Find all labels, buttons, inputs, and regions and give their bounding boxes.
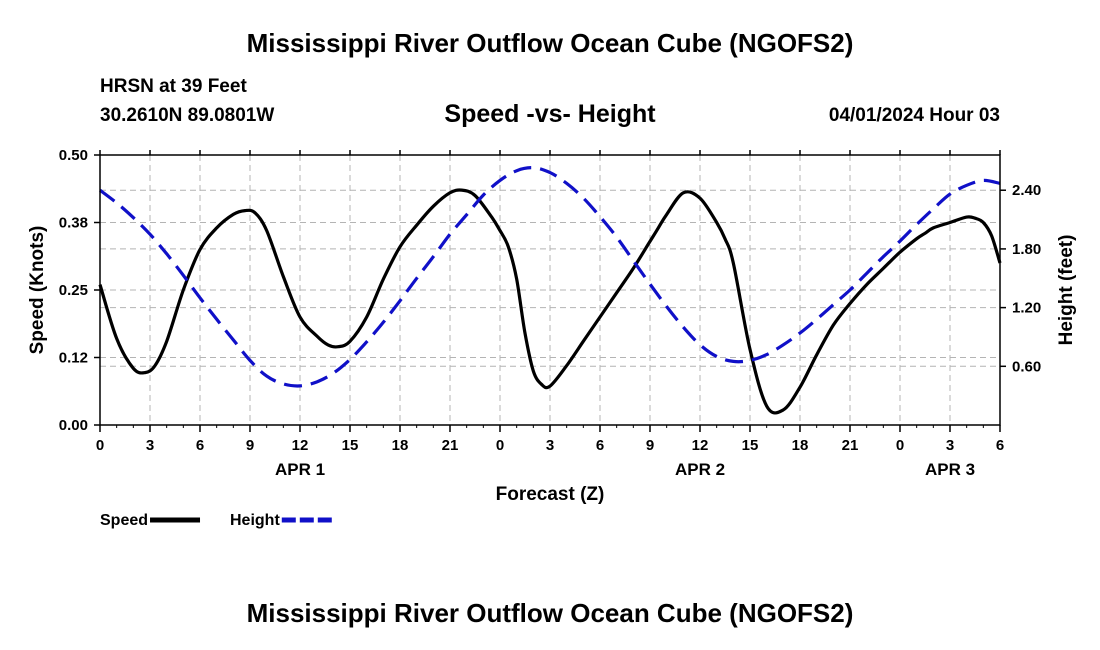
x-tick-label: 12 bbox=[692, 437, 709, 454]
legend-label-height: Height bbox=[230, 512, 280, 529]
station-coordinates: 30.2610N 89.0801W bbox=[100, 105, 275, 126]
series-line-height bbox=[99, 166, 1001, 388]
x-tick-label: 21 bbox=[442, 437, 459, 454]
repeated-title: Mississippi River Outflow Ocean Cube (NG… bbox=[246, 598, 854, 628]
date-label: APR 1 bbox=[275, 460, 325, 479]
x-tick-label: 0 bbox=[896, 437, 904, 454]
x-tick-label: 15 bbox=[742, 437, 759, 454]
series-layer bbox=[98, 166, 1002, 415]
date-label: APR 2 bbox=[675, 460, 725, 479]
x-tick-label: 15 bbox=[342, 437, 359, 454]
station-label: HRSN at 39 Feet bbox=[100, 76, 247, 97]
x-tick-label: 18 bbox=[392, 437, 409, 454]
x-tick-label: 6 bbox=[996, 437, 1004, 454]
date-label: APR 3 bbox=[925, 460, 975, 479]
grid bbox=[100, 155, 1000, 425]
y-tick-label: 0.38 bbox=[59, 215, 88, 232]
y2-tick-label: 1.80 bbox=[1012, 241, 1041, 258]
y2-tick-label: 2.40 bbox=[1012, 182, 1041, 199]
series-line-speed bbox=[98, 188, 1002, 415]
legend: Speed Height bbox=[100, 512, 332, 529]
y2-tick-label: 1.20 bbox=[1012, 300, 1041, 317]
x-tick-label: 9 bbox=[246, 437, 254, 454]
x-tick-label: 9 bbox=[646, 437, 654, 454]
x-tick-label: 21 bbox=[842, 437, 859, 454]
y2-axis-label: Height (feet) bbox=[1056, 235, 1077, 346]
x-tick-label: 18 bbox=[792, 437, 809, 454]
x-tick-label: 0 bbox=[96, 437, 104, 454]
axes: 0 3 6 9 12 15 18 21 0 3 6 9 12 15 18 21 0 3 6 APR 1 APR 2 APR… bbox=[59, 147, 1041, 479]
y-tick-label: 0.25 bbox=[59, 282, 88, 299]
x-tick-label: 6 bbox=[596, 437, 604, 454]
x-tick-label: 6 bbox=[196, 437, 204, 454]
x-tick-label: 0 bbox=[496, 437, 504, 454]
x-tick-label: 3 bbox=[146, 437, 154, 454]
y-tick-label: 0.00 bbox=[59, 417, 88, 434]
y-axis-label: Speed (Knots) bbox=[27, 226, 48, 355]
x-axis-label: Forecast (Z) bbox=[496, 484, 605, 505]
legend-label-speed: Speed bbox=[100, 512, 148, 529]
x-tick-label: 3 bbox=[546, 437, 554, 454]
chart-subtitle: Speed -vs- Height bbox=[444, 100, 656, 128]
forecast-datetime: 04/01/2024 Hour 03 bbox=[828, 105, 1000, 126]
y2-tick-label: 0.60 bbox=[1012, 358, 1041, 375]
y-tick-label: 0.50 bbox=[59, 147, 88, 164]
x-tick-label: 3 bbox=[946, 437, 954, 454]
x-tick-label: 12 bbox=[292, 437, 309, 454]
y-tick-label: 0.12 bbox=[59, 350, 88, 367]
main-title: Mississippi River Outflow Ocean Cube (NG… bbox=[246, 28, 854, 58]
